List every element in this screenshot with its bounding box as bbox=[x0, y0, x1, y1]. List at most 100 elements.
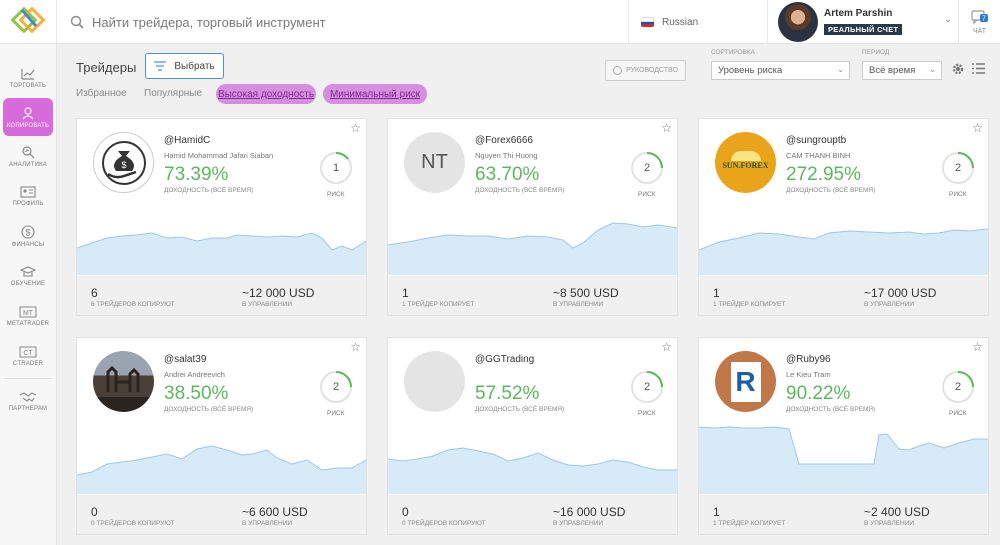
risk-label: РИСК bbox=[949, 410, 967, 417]
trader-name: Le Kieu Tram bbox=[786, 370, 831, 379]
sidebar-item-metatrader[interactable]: MT METATRADER bbox=[3, 296, 53, 336]
copiers-count: 6 bbox=[91, 286, 98, 300]
trader-nickname[interactable]: @GGTrading bbox=[475, 354, 535, 365]
svg-text:$: $ bbox=[121, 160, 126, 170]
trader-yield: 272.95% bbox=[786, 164, 862, 185]
sidebar-item-analytics[interactable]: АНАЛИТИКА bbox=[3, 136, 53, 176]
sidebar-item-education[interactable]: ОБУЧЕНИЕ bbox=[3, 256, 53, 296]
favorite-star-icon[interactable]: ☆ bbox=[350, 340, 361, 354]
sidebar-item-ctrader[interactable]: CT CTRADER bbox=[3, 336, 53, 376]
card-footer bbox=[388, 276, 677, 315]
sidebar-item-profile[interactable]: ПРОФИЛЬ bbox=[3, 176, 53, 216]
chat-button[interactable]: 7 ЧАТ bbox=[958, 0, 1000, 44]
favorite-star-icon[interactable]: ☆ bbox=[661, 121, 672, 135]
chart-line bbox=[388, 447, 677, 471]
trader-card[interactable]: NT ☆ @Forex6666 Nguyen Thi Huong 63.70% ДОХОД… bbox=[387, 118, 678, 316]
copiers-count: 1 bbox=[713, 505, 720, 519]
favorite-star-icon[interactable]: ☆ bbox=[350, 121, 361, 135]
risk-gauge: 2 bbox=[941, 151, 975, 185]
account-badge: РЕАЛЬНЫЙ СЧЕТ bbox=[824, 23, 903, 35]
user-menu[interactable]: Artem Parshin РЕАЛЬНЫЙ СЧЕТ bbox=[778, 0, 958, 44]
filter-high-yield[interactable]: Высокая доходность bbox=[216, 84, 316, 104]
chevron-down-icon: ⌄ bbox=[929, 65, 936, 74]
list-view-icon[interactable] bbox=[972, 63, 985, 74]
filter-min-risk[interactable]: Минимальный риск bbox=[323, 84, 427, 104]
dollar-icon: $ bbox=[21, 224, 35, 239]
search-input[interactable] bbox=[92, 14, 592, 30]
trader-avatar: SUN.FOREX bbox=[715, 132, 776, 193]
trader-name: Hamid Mohammad Jafari Siaban bbox=[164, 151, 274, 160]
chart-area bbox=[699, 427, 988, 494]
trader-avatar: R bbox=[715, 351, 776, 412]
logo-icon bbox=[10, 6, 46, 34]
managed-label: В УПРАВЛЕНИИ bbox=[553, 301, 604, 308]
svg-text:7: 7 bbox=[982, 15, 986, 22]
trader-card[interactable]: R ☆ @Ruby96 Le Kieu Tram 90.22% ДОХОДНОСТЬ (В… bbox=[698, 337, 989, 535]
chart-line bbox=[699, 228, 988, 251]
gear-icon[interactable] bbox=[951, 62, 965, 76]
chart-area bbox=[388, 223, 677, 275]
trader-yield: 63.70% bbox=[475, 164, 540, 185]
trader-card[interactable]: $ ☆ @HamidC Hamid Mohammad Jafari Siaban 73.… bbox=[76, 118, 367, 316]
chart-line bbox=[388, 222, 677, 249]
risk-gauge: 2 bbox=[630, 151, 664, 185]
risk-label: РИСК bbox=[638, 191, 656, 198]
copiers-label: 6 ТРЕЙДЕРОВ КОПИРУЮТ bbox=[91, 301, 175, 308]
copiers-label: 1 ТРЕЙДЕР КОПИРУЕТ bbox=[713, 301, 786, 308]
managed-label: В УПРАВЛЕНИИ bbox=[553, 520, 604, 527]
trader-card[interactable]: ☆ @salat39 Andrei Andreevich 38.50% ДОХОДНОС… bbox=[76, 337, 367, 535]
period-label: ПЕРИОД bbox=[862, 49, 890, 56]
analytics-icon bbox=[22, 145, 35, 158]
card-footer bbox=[77, 495, 366, 534]
choose-button[interactable]: Выбрать bbox=[145, 53, 224, 79]
money-bag-icon: $ bbox=[101, 140, 146, 185]
favorite-star-icon[interactable]: ☆ bbox=[972, 121, 983, 135]
trader-nickname[interactable]: @HamidC bbox=[164, 135, 211, 146]
chart-icon bbox=[21, 68, 35, 80]
sidebar-item-trade[interactable]: ТОРГОВАТЬ bbox=[3, 58, 53, 98]
page-title: Трейдеры bbox=[76, 60, 137, 75]
copiers-count: 1 bbox=[713, 286, 720, 300]
trader-card[interactable]: ☆ @GGTrading 57.52% ДОХОДНОСТЬ (ВСЁ ВРЕМЯ) 2… bbox=[387, 337, 678, 535]
yield-chart bbox=[699, 426, 988, 494]
trader-yield: 73.39% bbox=[164, 164, 229, 185]
play-icon bbox=[613, 66, 623, 75]
trader-card[interactable]: SUN.FOREX ☆ @sungrouptb CAM THANH BINH 272.… bbox=[698, 118, 989, 316]
trader-nickname[interactable]: @sungrouptb bbox=[786, 135, 847, 146]
filter-popular[interactable]: Популярные bbox=[144, 88, 203, 99]
favorite-star-icon[interactable]: ☆ bbox=[661, 340, 672, 354]
chevron-down-icon: ⌄ bbox=[837, 65, 844, 74]
period-select[interactable]: Всё время ⌄ bbox=[862, 61, 942, 80]
search-bar[interactable] bbox=[58, 0, 628, 44]
trader-nickname[interactable]: @Ruby96 bbox=[786, 354, 831, 365]
search-icon bbox=[70, 15, 84, 29]
filter-favorites[interactable]: Избранное bbox=[76, 88, 127, 99]
sidebar-item-finance[interactable]: $ ФИНАНСЫ bbox=[3, 216, 53, 256]
language-selector[interactable]: Russian bbox=[628, 0, 768, 44]
language-label: Russian bbox=[662, 16, 699, 28]
favorite-star-icon[interactable]: ☆ bbox=[972, 340, 983, 354]
sidebar-item-copy[interactable]: КОПИРОВАТЬ bbox=[3, 98, 53, 136]
trader-nickname[interactable]: @salat39 bbox=[164, 354, 207, 365]
trader-name: Nguyen Thi Huong bbox=[475, 151, 538, 160]
managed-amount: ~17 000 USD bbox=[864, 286, 937, 300]
copiers-label: 0 ТРЕЙДЕРОВ КОПИРУЮТ bbox=[402, 520, 486, 527]
chart-area bbox=[388, 448, 677, 494]
trader-avatar: $ bbox=[93, 132, 154, 193]
chevron-down-icon[interactable]: ⌄ bbox=[944, 14, 953, 25]
russia-flag-icon bbox=[641, 17, 654, 27]
svg-text:CT: CT bbox=[23, 350, 33, 357]
risk-gauge: 2 bbox=[941, 370, 975, 404]
guide-button[interactable]: РУКОВОДСТВО bbox=[605, 60, 686, 81]
trader-nickname[interactable]: @Forex6666 bbox=[475, 135, 533, 146]
handshake-icon bbox=[19, 391, 37, 402]
risk-label: РИСК bbox=[327, 410, 345, 417]
sidebar-item-partners[interactable]: ПАРТНЕРАМ bbox=[3, 381, 53, 421]
yield-label: ДОХОДНОСТЬ (ВСЁ ВРЕМЯ) bbox=[164, 406, 254, 413]
yield-label: ДОХОДНОСТЬ (ВСЁ ВРЕМЯ) bbox=[786, 406, 876, 413]
logo[interactable] bbox=[0, 0, 57, 44]
risk-gauge: 2 bbox=[319, 370, 353, 404]
copy-traders-icon bbox=[22, 106, 34, 119]
chat-label: ЧАТ bbox=[972, 27, 987, 35]
sort-select[interactable]: Уровень риска ⌄ bbox=[711, 61, 850, 80]
